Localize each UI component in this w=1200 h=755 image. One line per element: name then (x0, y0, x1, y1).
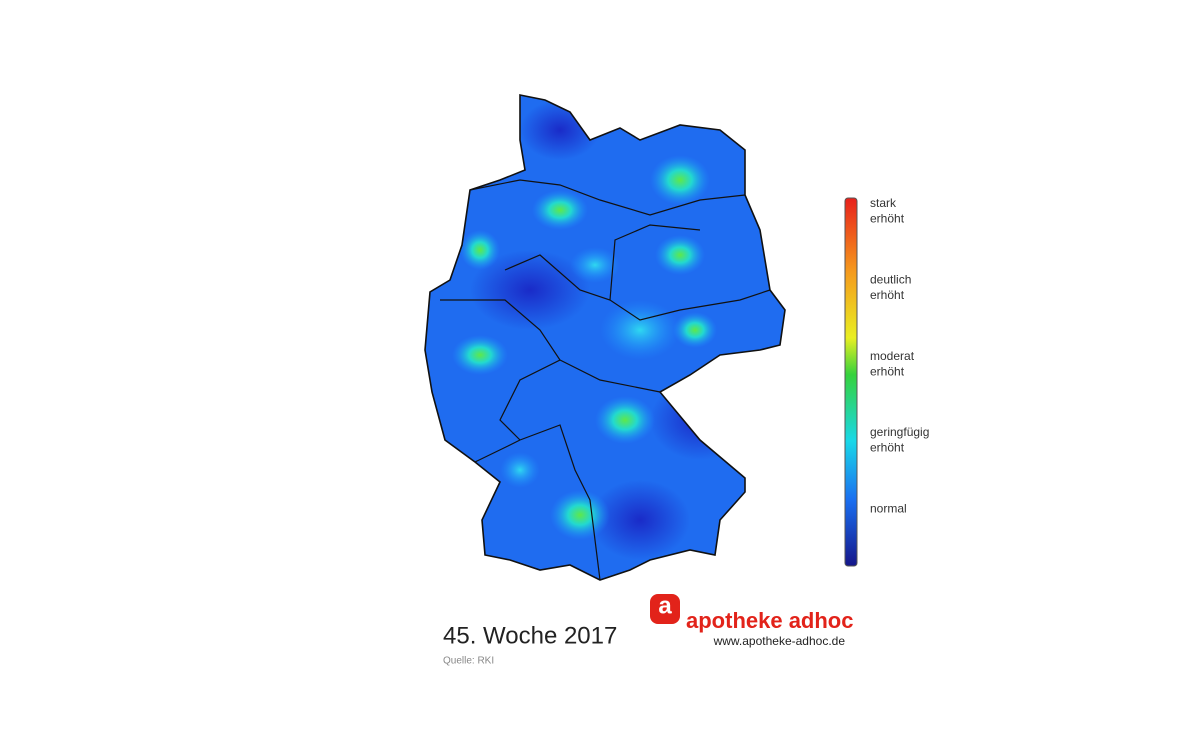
legend-label: erhöht (870, 441, 905, 455)
brand-name: apotheke adhoc (686, 608, 853, 633)
brand-icon-letter: a (658, 592, 672, 619)
legend: starkerhöhtdeutlicherhöhtmoderaterhöhtge… (844, 196, 929, 567)
legend-label: deutlich (870, 272, 911, 286)
map (424, 94, 786, 581)
title: 45. Woche 2017 (443, 622, 617, 649)
source: Quelle: RKI (443, 656, 494, 667)
legend-labels: starkerhöhtdeutlicherhöhtmoderaterhöhtge… (870, 196, 929, 515)
legend-label: erhöht (870, 212, 905, 226)
legend-label: stark (870, 196, 897, 210)
legend-label: normal (870, 501, 907, 515)
legend-label: geringfügig (870, 425, 929, 439)
legend-label: erhöht (870, 364, 905, 378)
legend-label: moderat (870, 349, 915, 363)
brand-url: www.apotheke-adhoc.de (713, 634, 846, 648)
brand: a apotheke adhoc www.apotheke-adhoc.de (650, 592, 853, 648)
legend-label: erhöht (870, 288, 905, 302)
brand-icon (650, 594, 680, 624)
color-scale (844, 197, 858, 567)
